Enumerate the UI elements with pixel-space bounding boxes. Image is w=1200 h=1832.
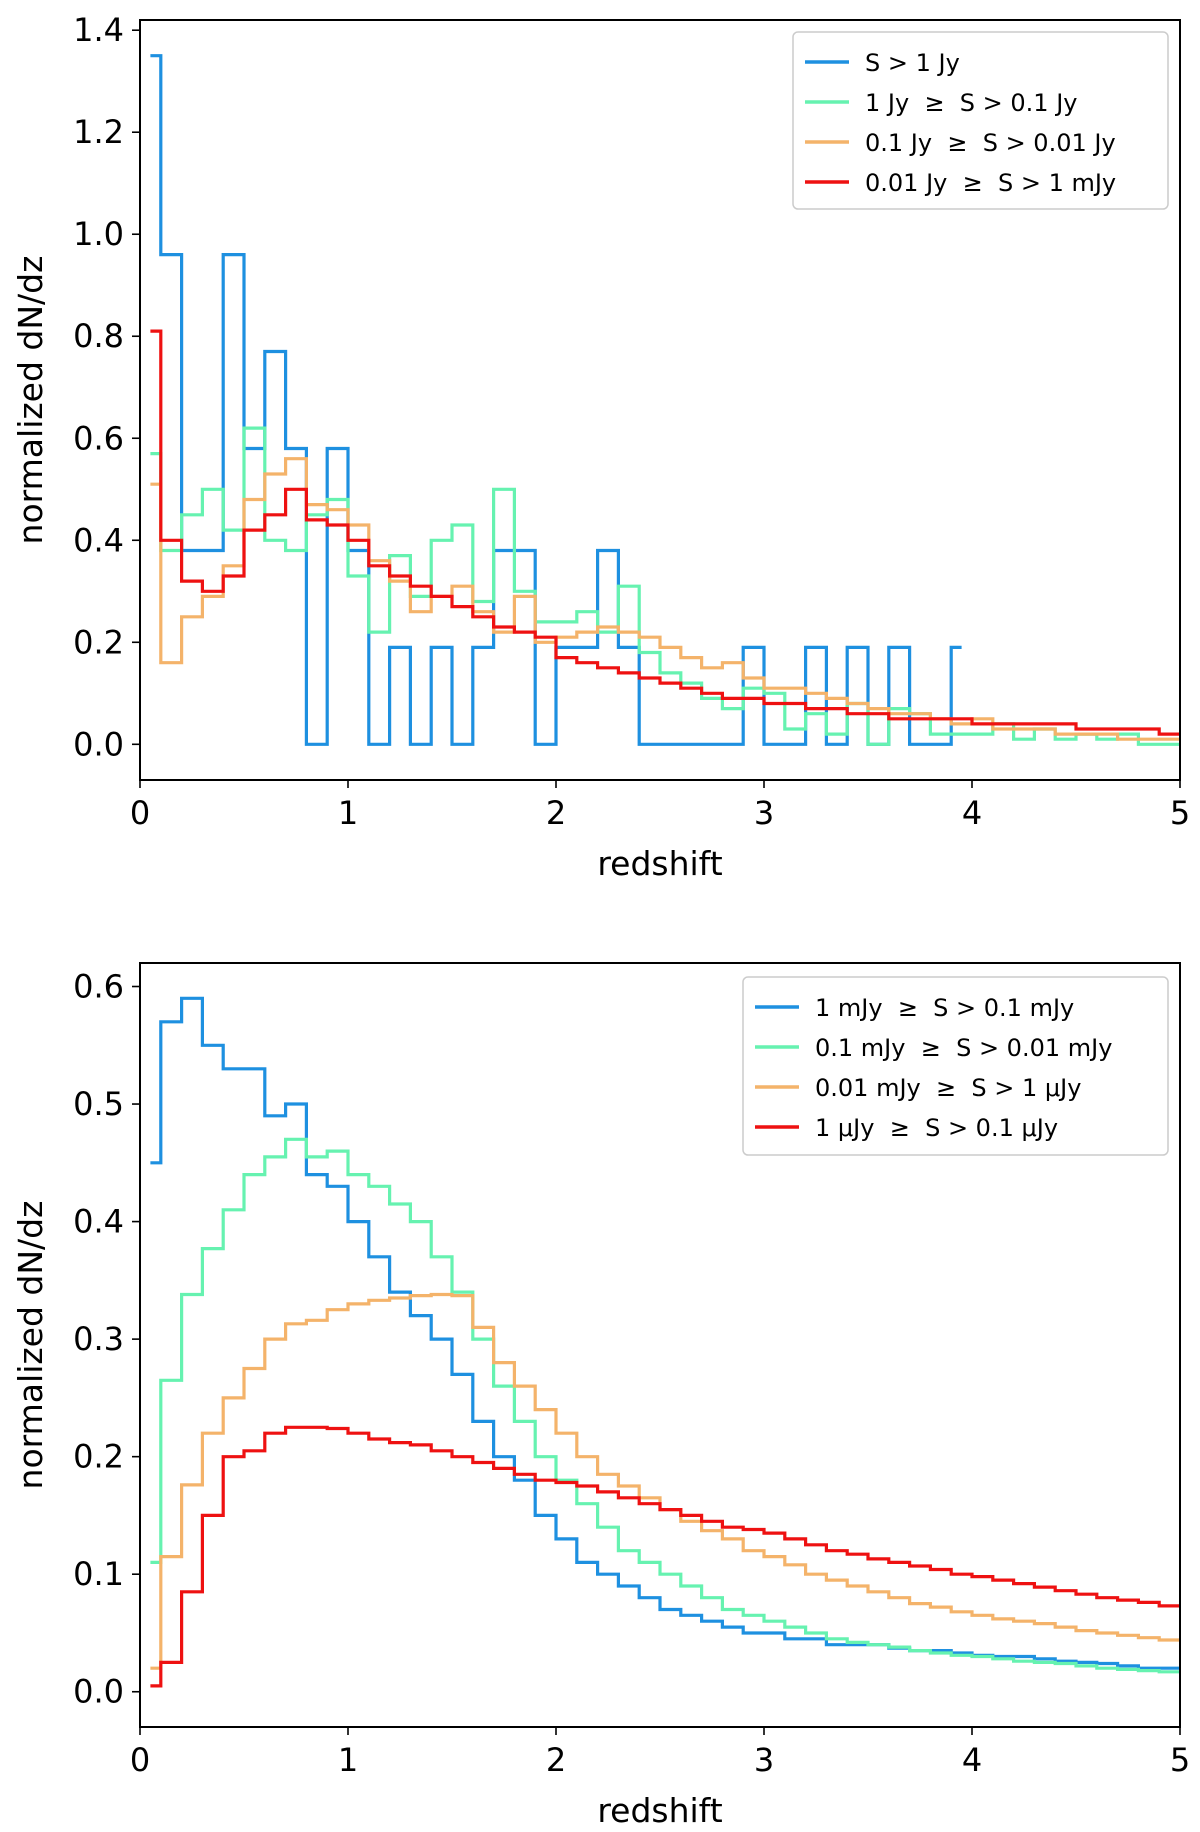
legend: S > 1 Jy 1 Jy ≥ S > 0.1 Jy 0.1 Jy ≥ S > 0.… bbox=[792, 31, 1169, 210]
bottom-histogram-panel: 0 1 2 3 4 5 0.0 0.1 0.2 0.3 0.4 0.5 0.6 redshift norma… bbox=[11, 962, 1190, 1830]
x-tick-label: 2 bbox=[546, 1741, 566, 1779]
y-tick-label: 0.4 bbox=[73, 1203, 124, 1241]
y-tick-label: 1.2 bbox=[73, 113, 124, 151]
x-tick-label: 2 bbox=[546, 794, 566, 832]
axes-frame bbox=[139, 19, 1181, 781]
series-0-step-line bbox=[150, 54, 962, 746]
axes-frame bbox=[139, 962, 1181, 1728]
y-tick-label: 0.6 bbox=[73, 419, 124, 457]
legend-label: 0.1 mJy ≥ S > 0.01 mJy bbox=[815, 1034, 1112, 1062]
x-axis-label: redshift bbox=[597, 844, 722, 883]
x-tick-label: 1 bbox=[338, 1741, 358, 1779]
y-tick-label: 0.5 bbox=[73, 1085, 124, 1123]
y-axis-label: normalized dN/dz bbox=[11, 256, 50, 545]
series-2-step-line bbox=[150, 457, 1180, 741]
legend-label: 1 μJy ≥ S > 0.1 μJy bbox=[815, 1114, 1058, 1142]
x-tick-label: 3 bbox=[754, 1741, 774, 1779]
legend-label: 0.01 Jy ≥ S > 1 mJy bbox=[865, 169, 1116, 197]
x-tick-label: 1 bbox=[338, 794, 358, 832]
x-tick-label: 0 bbox=[130, 794, 150, 832]
x-tick-label: 0 bbox=[130, 1741, 150, 1779]
x-tick-label: 4 bbox=[962, 794, 982, 832]
series-1-step-line bbox=[150, 1137, 1180, 1674]
legend-box bbox=[792, 31, 1169, 210]
x-tick-label: 3 bbox=[754, 794, 774, 832]
y-tick-label: 0.1 bbox=[73, 1555, 124, 1593]
y-tick-label: 0.3 bbox=[73, 1320, 124, 1358]
y-tick-label: 0.2 bbox=[73, 1438, 124, 1476]
x-tick-label: 5 bbox=[1170, 794, 1190, 832]
series-3-step-line bbox=[150, 329, 1180, 736]
legend: 1 mJy ≥ S > 0.1 mJy 0.1 mJy ≥ S > 0.01 mJ… bbox=[742, 976, 1169, 1156]
y-tick-label: 1.0 bbox=[73, 215, 124, 253]
legend-label: S > 1 Jy bbox=[865, 49, 960, 77]
legend-label: 1 Jy ≥ S > 0.1 Jy bbox=[865, 89, 1077, 117]
legend-label: 1 mJy ≥ S > 0.1 mJy bbox=[815, 994, 1074, 1022]
top-histogram-panel: 0 1 2 3 4 5 0.0 0.2 0.4 0.6 0.8 1.0 1.2 1.4 redshift no… bbox=[11, 11, 1190, 883]
y-tick-label: 1.4 bbox=[73, 11, 124, 49]
x-tick-label: 5 bbox=[1170, 1741, 1190, 1779]
y-tick-label: 0.6 bbox=[73, 968, 124, 1006]
y-tick-label: 0.0 bbox=[73, 1673, 124, 1711]
y-tick-label: 0.4 bbox=[73, 521, 124, 559]
y-tick-label: 0.0 bbox=[73, 725, 124, 763]
series-2-step-line bbox=[150, 1292, 1180, 1670]
x-axis-label: redshift bbox=[597, 1791, 722, 1830]
legend-label: 0.1 Jy ≥ S > 0.01 Jy bbox=[865, 129, 1116, 157]
y-tick-label: 0.2 bbox=[73, 623, 124, 661]
series-3-step-line bbox=[150, 1425, 1180, 1688]
x-tick-label: 4 bbox=[962, 1741, 982, 1779]
y-axis-label: normalized dN/dz bbox=[11, 1201, 50, 1490]
y-tick-label: 0.8 bbox=[73, 317, 124, 355]
legend-label: 0.01 mJy ≥ S > 1 μJy bbox=[815, 1074, 1081, 1102]
legend-box bbox=[742, 976, 1169, 1156]
